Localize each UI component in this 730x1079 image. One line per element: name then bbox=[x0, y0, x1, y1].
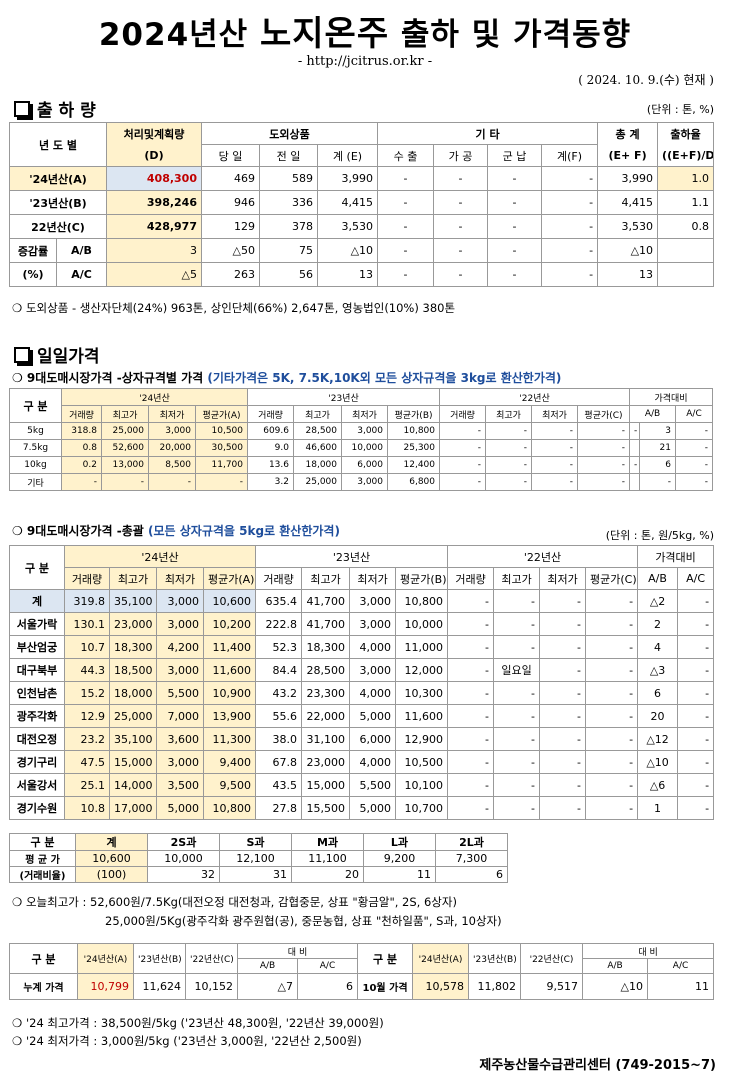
table-row: 22년산(C) 428,977 129 378 3,530- - - -3,530 0.8 bbox=[9, 214, 715, 239]
today-max-note-1: ❍ 오늘최고가 : 52,600원/7.5Kg(대전오정 대전청과, 감협중문,… bbox=[12, 895, 457, 909]
table-row: 경기수원 10.8 17,000 5,000 10,800 27.8 15,500 5,000… bbox=[9, 796, 715, 820]
shipment-note: ❍ 도외상품 - 생산자단체(24%) 963톤, 상인단체(66%) 2,64… bbox=[12, 301, 456, 315]
table-row: 기타 - - - -3.2 25,000 3,000 6,800- - - - - - bbox=[9, 473, 714, 491]
checkbox-square-icon bbox=[14, 346, 30, 363]
table-row: 5kg 318.8 25,000 3,000 10,500 609.6 28,500 3,00… bbox=[9, 422, 714, 440]
total-price-unit: (단위 : 톤, 원/5kg, %) bbox=[605, 529, 714, 542]
shipment-unit: (단위 : 톤, %) bbox=[646, 103, 714, 116]
total-price-table: 구 분 '24년산 '23년산 '22년산 가격대비 거래량 최고가 최저가 평균가(A) 거래… bbox=[9, 545, 715, 820]
table-row: 대구북부 44.3 18,500 3,000 11,600 84.4 28,500 3,000… bbox=[9, 658, 715, 682]
table-row: 서울가락 130.1 23,000 3,000 10,200 222.8 41,700 3,0… bbox=[9, 612, 715, 636]
table-row: 누계 가격 10,799 11,624 10,152 △7 6 10월 가격 10,578 11… bbox=[9, 973, 715, 1000]
size-price-table: 구 분 계 2S과 S과 M과 L과 2L과 평 균 가 10,600 10,000 12,100… bbox=[9, 833, 508, 883]
total-price-subtitle: ❍ 9대도매시장가격 -총괄 (모든 상자규격을 5kg로 환산한가격) bbox=[12, 524, 340, 538]
report-date: ( 2024. 10. 9.(수) 현재 ) bbox=[578, 73, 714, 87]
table-row: 10kg 0.2 13,000 8,500 11,700 13.6 18,000 6,000 1… bbox=[9, 456, 714, 474]
table-row: '24년산(A) 408,300 469 589 3,990- - - -3,990 1.0 bbox=[9, 166, 715, 191]
season-min-note: ❍ '24 최저가격 : 3,000원/5kg ('23년산 3,000원, '… bbox=[12, 1034, 362, 1048]
spec-price-subtitle: ❍ 9대도매시장가격 -상자규격별 가격 (기타가격은 5K, 7.5K,10K… bbox=[12, 371, 562, 385]
table-row: 인천남촌 15.2 18,000 5,500 10,900 43.2 23,300 4,000… bbox=[9, 681, 715, 705]
table-row: 대전오정 23.2 35,100 3,600 11,300 38.0 31,100 6,000… bbox=[9, 727, 715, 751]
table-row: 계 319.8 35,100 3,000 10,600 635.4 41,700 3,000 1… bbox=[9, 589, 715, 613]
table-row: 서울강서 25.1 14,000 3,500 9,500 43.5 15,000 5,500 1… bbox=[9, 773, 715, 797]
table-row: '23년산(B) 398,246 946 336 4,415- - - -4,415 1.1 bbox=[9, 190, 715, 215]
footer-center-name: 제주농산물수급관리센터 (749-2015~7) bbox=[479, 1058, 716, 1073]
daily-price-section-title: 일일가격 bbox=[14, 342, 100, 367]
table-row: 7.5kg 0.8 52,600 20,000 30,500 9.0 46,600 10,00… bbox=[9, 439, 714, 457]
season-max-note: ❍ '24 최고가격 : 38,500원/5kg ('23년산 48,300원,… bbox=[12, 1016, 384, 1030]
checkbox-square-icon bbox=[14, 100, 30, 117]
table-row: 증감률 A/B 3 △50 75 △10- - - - △10 bbox=[9, 238, 715, 263]
page-title: 2024년산 노지온주 출하 및 가격동향 bbox=[98, 14, 632, 54]
shipment-section-title: 출 하 량 bbox=[14, 96, 96, 121]
table-row: (%) A/C △5 263 56 13- - - -13 bbox=[9, 262, 715, 287]
table-row: 부산엄궁 10.7 18,300 4,200 11,400 52.3 18,300 4,000… bbox=[9, 635, 715, 659]
site-url[interactable]: - http://jcitrus.or.kr - bbox=[297, 54, 433, 69]
spec-price-table: 구 분 '24년산 '23년산 '22년산 가격대비 거래량 최고가 최저가 평균가(A) 거래… bbox=[9, 388, 714, 491]
table-row: 경기구리 47.5 15,000 3,000 9,400 67.8 23,000 4,000 1… bbox=[9, 750, 715, 774]
today-max-note-2: 25,000원/5Kg(광주각화 광주원협(공), 중문농협, 상표 "천하일품… bbox=[105, 914, 502, 928]
table-row: 광주각화 12.9 25,000 7,000 13,900 55.6 22,000 5,000… bbox=[9, 704, 715, 728]
